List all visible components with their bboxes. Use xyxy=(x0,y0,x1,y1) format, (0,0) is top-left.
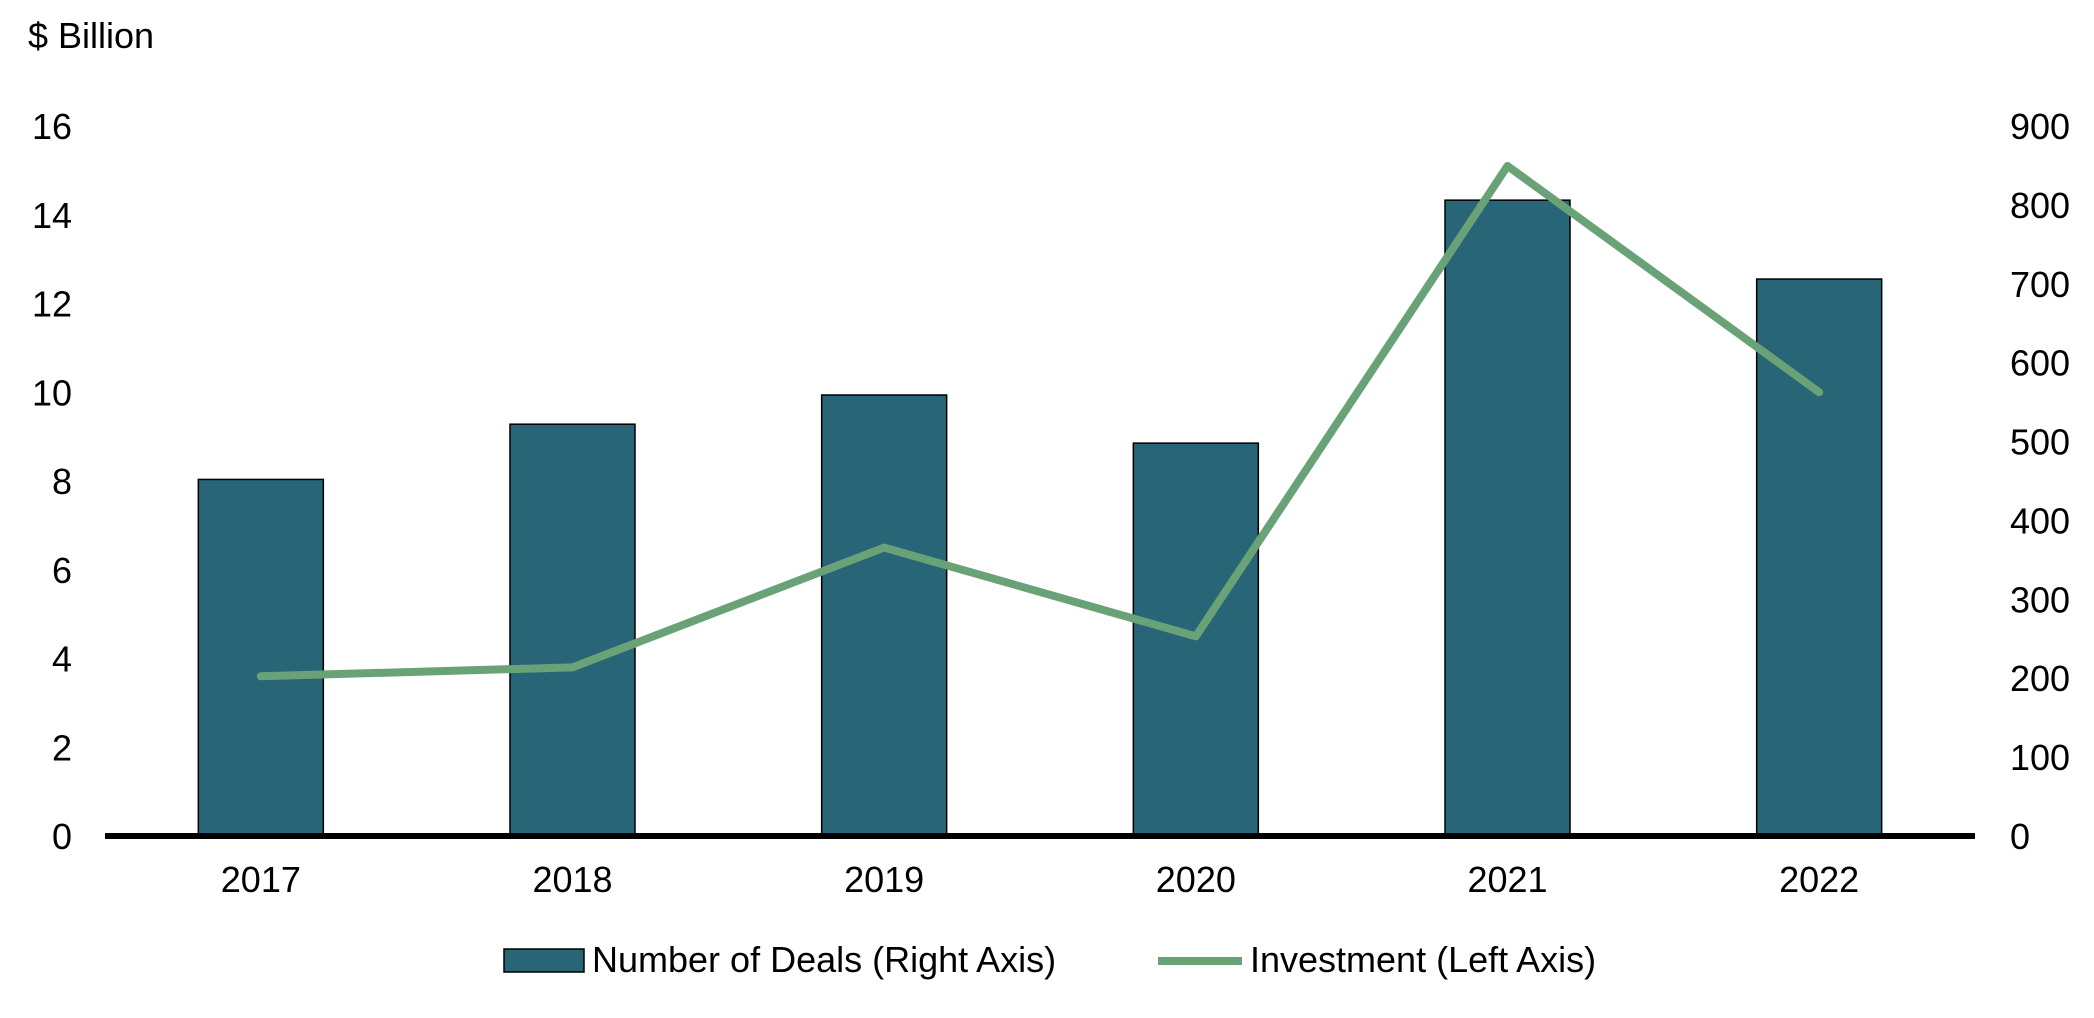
bar-2021 xyxy=(1444,199,1571,837)
left-tick-label: 4 xyxy=(52,639,72,680)
x-tick-label: 2020 xyxy=(1156,859,1236,900)
left-axis-ticks: 0 2 4 6 8 10 12 14 16 xyxy=(32,106,72,857)
bar-2018 xyxy=(509,423,636,837)
bar-2019 xyxy=(820,394,948,837)
right-tick-label: 800 xyxy=(2010,185,2070,226)
right-tick-label: 0 xyxy=(2010,816,2030,857)
right-tick-label: 300 xyxy=(2010,579,2070,620)
right-tick-label: 200 xyxy=(2010,658,2070,699)
left-tick-label: 0 xyxy=(52,816,72,857)
right-tick-label: 700 xyxy=(2010,264,2070,305)
bar-2022 xyxy=(1755,278,1883,837)
x-tick-label: 2018 xyxy=(532,859,612,900)
left-tick-label: 14 xyxy=(32,195,72,236)
left-tick-label: 2 xyxy=(52,727,72,768)
x-tick-label: 2017 xyxy=(221,859,301,900)
legend-swatch-number-of-deals xyxy=(503,948,585,973)
right-axis-ticks: 0 100 200 300 400 500 600 700 800 900 xyxy=(2010,106,2070,857)
line-layer xyxy=(256,161,1824,681)
legend: Number of Deals (Right Axis) Investment … xyxy=(503,939,1596,980)
x-tick-label: 2022 xyxy=(1779,859,1859,900)
left-tick-label: 16 xyxy=(32,106,72,147)
right-tick-label: 900 xyxy=(2010,106,2070,147)
left-tick-label: 8 xyxy=(52,461,72,502)
x-tick-label: 2021 xyxy=(1467,859,1547,900)
legend-label-number-of-deals: Number of Deals (Right Axis) xyxy=(592,939,1056,980)
right-tick-label: 100 xyxy=(2010,737,2070,778)
bars-layer xyxy=(197,199,1883,837)
right-tick-label: 600 xyxy=(2010,343,2070,384)
investment-line xyxy=(256,161,1824,681)
legend-label-investment: Investment (Left Axis) xyxy=(1250,939,1596,980)
left-tick-label: 6 xyxy=(52,550,72,591)
x-tick-label: 2019 xyxy=(844,859,924,900)
right-tick-label: 400 xyxy=(2010,500,2070,541)
right-tick-label: 500 xyxy=(2010,422,2070,463)
left-tick-label: 12 xyxy=(32,284,72,325)
bar-2017 xyxy=(197,478,325,837)
left-axis-title: $ Billion xyxy=(28,15,154,56)
x-axis-ticks: 2017 2018 2019 2020 2021 2022 xyxy=(221,859,1859,900)
left-tick-label: 10 xyxy=(32,372,72,413)
